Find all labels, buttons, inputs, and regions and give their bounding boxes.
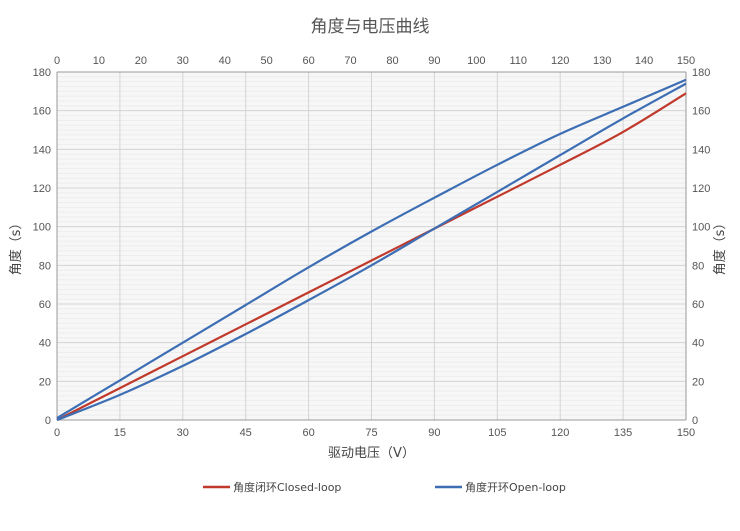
- open-loop-line-1: [56, 78, 687, 420]
- x-top-tick-label: 140: [635, 55, 653, 67]
- open-loop-line-2: [56, 82, 687, 422]
- x-tick-label: 30: [177, 427, 189, 439]
- y-axis-label: 角度（s）: [8, 217, 24, 276]
- x-top-tick-label: 50: [261, 55, 273, 67]
- y-right-tick-label: 120: [692, 183, 710, 195]
- y-right-tick-label: 80: [692, 260, 704, 272]
- closed-loop-line: [56, 92, 687, 421]
- x-top-tick-label: 0: [54, 55, 60, 67]
- y-right-tick-label: 40: [692, 338, 704, 350]
- x-tick-label: 105: [488, 427, 506, 439]
- y-right-tick-label: 20: [692, 376, 704, 388]
- x-top-tick-label: 100: [467, 55, 485, 67]
- x-top-tick-label: 70: [344, 55, 356, 67]
- y-right-tick-label: 160: [692, 106, 710, 118]
- legend-label: 角度闭环Closed-loop: [233, 480, 341, 494]
- y-right-tick-label: 60: [692, 299, 704, 311]
- y-tick-label: 0: [45, 415, 51, 427]
- y-tick-label: 180: [33, 67, 51, 79]
- y-right-tick-label: 100: [692, 222, 710, 234]
- y-tick-label: 20: [39, 376, 51, 388]
- x-top-tick-label: 120: [551, 55, 569, 67]
- legend: 角度闭环Closed-loop 角度开环Open-loop: [203, 480, 566, 494]
- y-right-tick-label: 140: [692, 144, 710, 156]
- grid: [56, 71, 687, 421]
- x-tick-label: 150: [677, 427, 695, 439]
- x-tick-label: 15: [114, 427, 126, 439]
- x-top-tick-label: 80: [386, 55, 398, 67]
- y-tick-label: 60: [39, 299, 51, 311]
- x-top-tick-label: 90: [428, 55, 440, 67]
- x-tick-label: 120: [551, 427, 569, 439]
- x-tick-label: 0: [54, 427, 60, 439]
- y-tick-label: 140: [33, 144, 51, 156]
- x-tick-label: 45: [240, 427, 252, 439]
- y-right-tick-label: 180: [692, 67, 710, 79]
- y-tick-label: 40: [39, 338, 51, 350]
- series: [56, 78, 687, 422]
- x-top-tick-label: 20: [135, 55, 147, 67]
- y-tick-label: 80: [39, 260, 51, 272]
- x-top-tick-label: 130: [593, 55, 611, 67]
- x-top-tick-label: 110: [509, 55, 527, 67]
- legend-label: 角度开环Open-loop: [465, 480, 566, 494]
- x-top-tick-label: 30: [177, 55, 189, 67]
- y-tick-label: 160: [33, 106, 51, 118]
- x-tick-label: 60: [302, 427, 314, 439]
- y-tick-label: 120: [33, 183, 51, 195]
- y2-axis-label: 角度（s）: [712, 217, 728, 276]
- x-tick-label: 135: [614, 427, 632, 439]
- axes: [56, 71, 687, 421]
- x-top-tick-label: 60: [302, 55, 314, 67]
- y-tick-label: 100: [33, 222, 51, 234]
- x-top-tick-label: 150: [677, 55, 695, 67]
- x-tick-label: 75: [365, 427, 377, 439]
- x-axis-label: 驱动电压（V）: [328, 446, 415, 461]
- x-top-tick-label: 40: [219, 55, 231, 67]
- x-top-tick-label: 10: [93, 55, 105, 67]
- x-tick-label: 90: [428, 427, 440, 439]
- chart-title: 角度与电压曲线: [311, 17, 430, 37]
- y-right-tick-label: 0: [692, 415, 698, 427]
